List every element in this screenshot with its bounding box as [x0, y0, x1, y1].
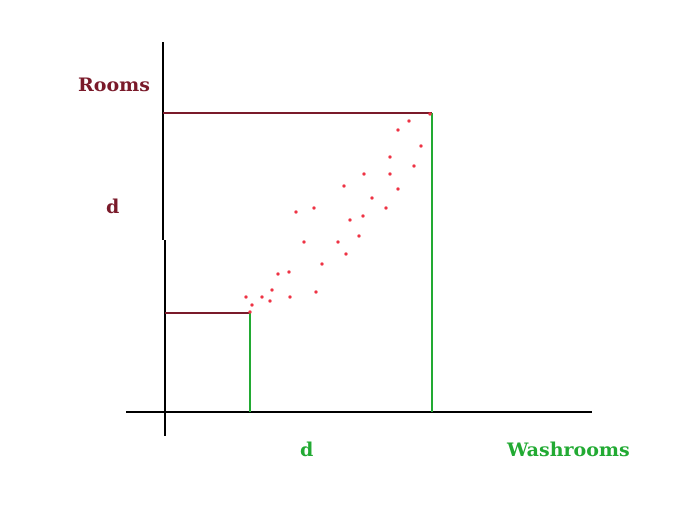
point	[348, 218, 352, 222]
point	[314, 290, 318, 294]
point	[270, 288, 274, 292]
point	[336, 240, 340, 244]
point	[388, 155, 392, 159]
point	[384, 206, 388, 210]
y-axis-label: Rooms	[78, 74, 150, 96]
point	[428, 112, 432, 116]
point	[419, 144, 423, 148]
point	[357, 234, 361, 238]
point	[342, 184, 346, 188]
point	[396, 187, 400, 191]
point	[288, 295, 292, 299]
point	[396, 128, 400, 132]
point	[361, 214, 365, 218]
point	[302, 240, 306, 244]
point	[320, 262, 324, 266]
y-d-label: d	[106, 196, 119, 218]
point	[276, 272, 280, 276]
scatter-points	[244, 112, 432, 314]
point	[287, 270, 291, 274]
point	[268, 299, 272, 303]
point	[250, 303, 254, 307]
x-axis-label: Washrooms	[506, 439, 630, 461]
point	[248, 310, 252, 314]
point	[294, 210, 298, 214]
point	[407, 119, 411, 123]
point	[344, 252, 348, 256]
x-d-label: d	[300, 439, 313, 461]
point	[244, 295, 248, 299]
point	[388, 172, 392, 176]
point	[312, 206, 316, 210]
point	[260, 295, 264, 299]
point	[370, 196, 374, 200]
point	[362, 172, 366, 176]
point	[412, 164, 416, 168]
